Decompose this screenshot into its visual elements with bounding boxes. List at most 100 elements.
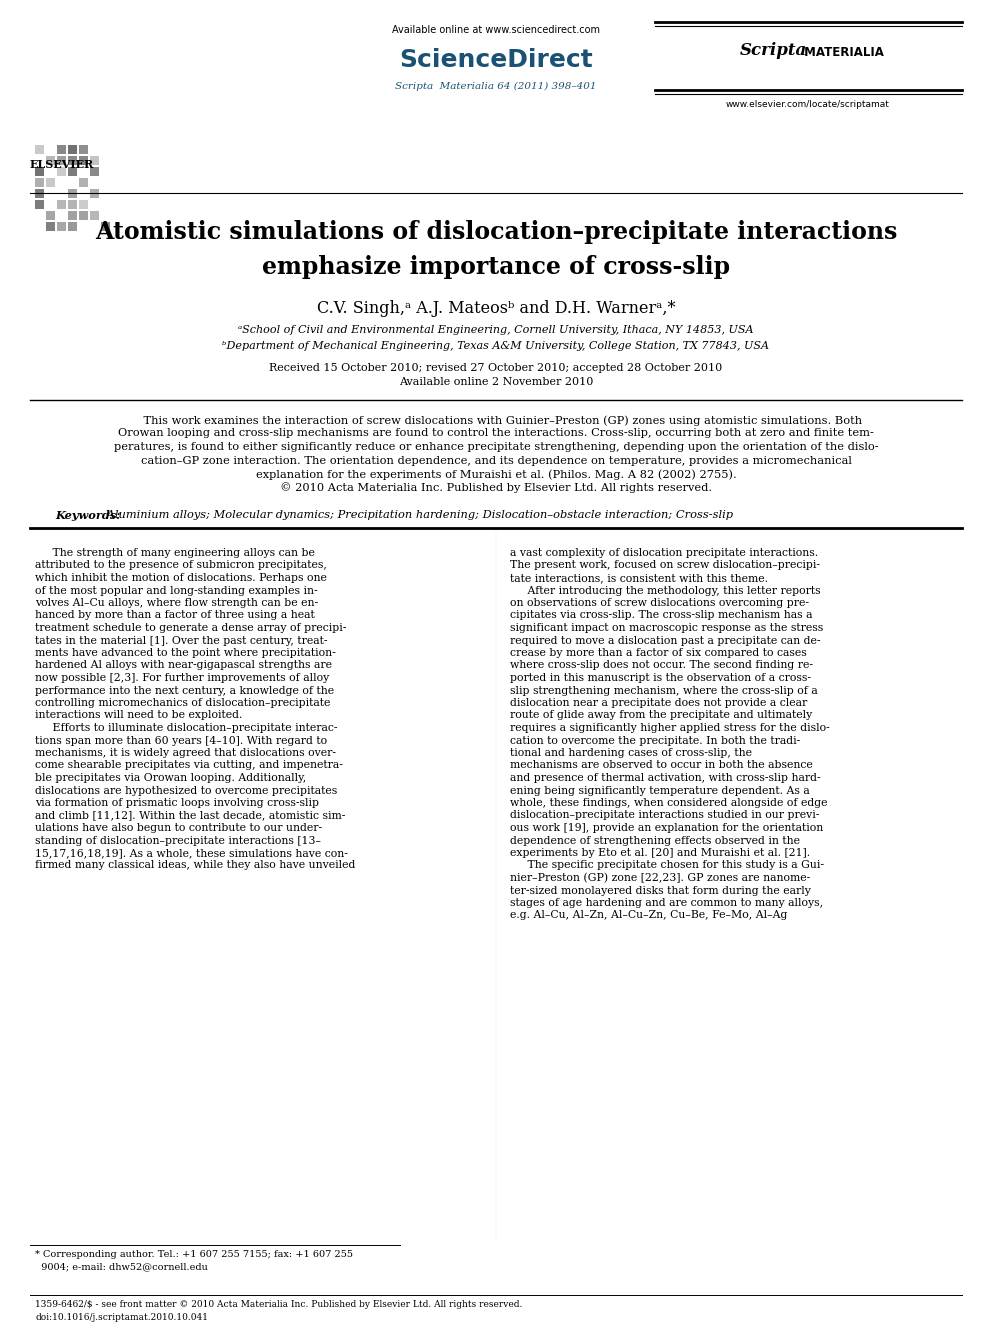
Text: nier–Preston (GP) zone [22,23]. GP zones are nanome-: nier–Preston (GP) zone [22,23]. GP zones… bbox=[510, 873, 810, 884]
Text: firmed many classical ideas, while they also have unveiled: firmed many classical ideas, while they … bbox=[35, 860, 355, 871]
Text: volves Al–Cu alloys, where flow strength can be en-: volves Al–Cu alloys, where flow strength… bbox=[35, 598, 318, 609]
Text: Orowan looping and cross-slip mechanisms are found to control the interactions. : Orowan looping and cross-slip mechanisms… bbox=[118, 429, 874, 438]
Text: ments have advanced to the point where precipitation-: ments have advanced to the point where p… bbox=[35, 648, 335, 658]
Text: required to move a dislocation past a precipitate can de-: required to move a dislocation past a pr… bbox=[510, 635, 820, 646]
Text: The specific precipitate chosen for this study is a Gui-: The specific precipitate chosen for this… bbox=[510, 860, 824, 871]
Text: whole, these findings, when considered alongside of edge: whole, these findings, when considered a… bbox=[510, 798, 827, 808]
Text: 15,17,16,18,19]. As a whole, these simulations have con-: 15,17,16,18,19]. As a whole, these simul… bbox=[35, 848, 348, 859]
Text: where cross-slip does not occur. The second finding re-: where cross-slip does not occur. The sec… bbox=[510, 660, 813, 671]
Bar bbox=[68, 167, 77, 176]
Text: ported in this manuscript is the observation of a cross-: ported in this manuscript is the observa… bbox=[510, 673, 811, 683]
Text: Keywords:: Keywords: bbox=[55, 509, 120, 521]
Text: Available online at www.sciencedirect.com: Available online at www.sciencedirect.co… bbox=[392, 25, 600, 34]
Text: and presence of thermal activation, with cross-slip hard-: and presence of thermal activation, with… bbox=[510, 773, 820, 783]
Text: ter-sized monolayered disks that form during the early: ter-sized monolayered disks that form du… bbox=[510, 885, 810, 896]
Bar bbox=[90, 167, 99, 176]
Text: ᵇDepartment of Mechanical Engineering, Texas A&M University, College Station, TX: ᵇDepartment of Mechanical Engineering, T… bbox=[222, 341, 770, 351]
Bar bbox=[68, 200, 77, 209]
Bar bbox=[90, 156, 99, 165]
Text: dislocation near a precipitate does not provide a clear: dislocation near a precipitate does not … bbox=[510, 699, 807, 708]
Text: ulations have also begun to contribute to our under-: ulations have also begun to contribute t… bbox=[35, 823, 322, 833]
Text: tate interactions, is consistent with this theme.: tate interactions, is consistent with th… bbox=[510, 573, 768, 583]
Text: Atomistic simulations of dislocation–precipitate interactions: Atomistic simulations of dislocation–pre… bbox=[95, 220, 897, 243]
Text: of the most popular and long-standing examples in-: of the most popular and long-standing ex… bbox=[35, 586, 317, 595]
Bar bbox=[90, 210, 99, 220]
Text: tional and hardening cases of cross-slip, the: tional and hardening cases of cross-slip… bbox=[510, 747, 752, 758]
Text: Scripta  Materialia 64 (2011) 398–401: Scripta Materialia 64 (2011) 398–401 bbox=[395, 82, 597, 91]
Text: ScienceDirect: ScienceDirect bbox=[399, 48, 593, 71]
Text: ous work [19], provide an explanation for the orientation: ous work [19], provide an explanation fo… bbox=[510, 823, 823, 833]
Text: tates in the material [1]. Over the past century, treat-: tates in the material [1]. Over the past… bbox=[35, 635, 327, 646]
Text: C.V. Singh,ᵃ A.J. Mateosᵇ and D.H. Warnerᵃ,*: C.V. Singh,ᵃ A.J. Mateosᵇ and D.H. Warne… bbox=[316, 300, 676, 318]
Text: on observations of screw dislocations overcoming pre-: on observations of screw dislocations ov… bbox=[510, 598, 809, 609]
Text: standing of dislocation–precipitate interactions [13–: standing of dislocation–precipitate inte… bbox=[35, 836, 321, 845]
Bar bbox=[79, 210, 88, 220]
Text: dislocation–precipitate interactions studied in our previ-: dislocation–precipitate interactions stu… bbox=[510, 811, 819, 820]
Bar bbox=[57, 167, 66, 176]
Text: Available online 2 November 2010: Available online 2 November 2010 bbox=[399, 377, 593, 388]
Text: mechanisms are observed to occur in both the absence: mechanisms are observed to occur in both… bbox=[510, 761, 812, 770]
Bar bbox=[79, 200, 88, 209]
Text: requires a significantly higher applied stress for the dislo-: requires a significantly higher applied … bbox=[510, 722, 829, 733]
Text: dislocations are hypothesized to overcome precipitates: dislocations are hypothesized to overcom… bbox=[35, 786, 337, 795]
Bar bbox=[46, 222, 55, 232]
Text: via formation of prismatic loops involving cross-slip: via formation of prismatic loops involvi… bbox=[35, 798, 319, 808]
Text: and climb [11,12]. Within the last decade, atomistic sim-: and climb [11,12]. Within the last decad… bbox=[35, 811, 345, 820]
Text: This work examines the interaction of screw dislocations with Guinier–Preston (G: This work examines the interaction of sc… bbox=[129, 415, 863, 426]
Text: now possible [2,3]. For further improvements of alloy: now possible [2,3]. For further improvem… bbox=[35, 673, 329, 683]
Bar bbox=[68, 189, 77, 198]
Text: Aluminium alloys; Molecular dynamics; Precipitation hardening; Dislocation–obsta: Aluminium alloys; Molecular dynamics; Pr… bbox=[103, 509, 733, 520]
Bar bbox=[68, 156, 77, 165]
Text: attributed to the presence of submicron precipitates,: attributed to the presence of submicron … bbox=[35, 561, 327, 570]
Text: e.g. Al–Cu, Al–Zn, Al–Cu–Zn, Cu–Be, Fe–Mo, Al–Ag: e.g. Al–Cu, Al–Zn, Al–Cu–Zn, Cu–Be, Fe–M… bbox=[510, 910, 788, 921]
Text: MATERIALIA: MATERIALIA bbox=[800, 46, 884, 60]
Text: tions span more than 60 years [4–10]. With regard to: tions span more than 60 years [4–10]. Wi… bbox=[35, 736, 327, 745]
Text: performance into the next century, a knowledge of the: performance into the next century, a kno… bbox=[35, 685, 334, 696]
Text: come shearable precipitates via cutting, and impenetra-: come shearable precipitates via cutting,… bbox=[35, 761, 343, 770]
Bar bbox=[57, 222, 66, 232]
Text: hardened Al alloys with near-gigapascal strengths are: hardened Al alloys with near-gigapascal … bbox=[35, 660, 332, 671]
Bar bbox=[57, 156, 66, 165]
Text: treatment schedule to generate a dense array of precipi-: treatment schedule to generate a dense a… bbox=[35, 623, 346, 632]
Text: emphasize importance of cross-slip: emphasize importance of cross-slip bbox=[262, 255, 730, 279]
Text: hanced by more than a factor of three using a heat: hanced by more than a factor of three us… bbox=[35, 610, 314, 620]
Text: * Corresponding author. Tel.: +1 607 255 7155; fax: +1 607 255
  9004; e-mail: d: * Corresponding author. Tel.: +1 607 255… bbox=[35, 1250, 353, 1271]
Bar bbox=[79, 179, 88, 187]
Text: stages of age hardening and are common to many alloys,: stages of age hardening and are common t… bbox=[510, 898, 823, 908]
Text: © 2010 Acta Materialia Inc. Published by Elsevier Ltd. All rights reserved.: © 2010 Acta Materialia Inc. Published by… bbox=[280, 483, 712, 493]
Bar bbox=[79, 156, 88, 165]
Bar bbox=[35, 189, 44, 198]
Text: peratures, is found to either significantly reduce or enhance precipitate streng: peratures, is found to either significan… bbox=[114, 442, 878, 452]
Bar bbox=[35, 179, 44, 187]
Text: ELSEVIER: ELSEVIER bbox=[30, 159, 94, 169]
Bar bbox=[35, 167, 44, 176]
Text: 1359-6462/$ - see front matter © 2010 Acta Materialia Inc. Published by Elsevier: 1359-6462/$ - see front matter © 2010 Ac… bbox=[35, 1301, 523, 1308]
Text: slip strengthening mechanism, where the cross-slip of a: slip strengthening mechanism, where the … bbox=[510, 685, 817, 696]
Text: controlling micromechanics of dislocation–precipitate: controlling micromechanics of dislocatio… bbox=[35, 699, 330, 708]
Text: experiments by Eto et al. [20] and Muraishi et al. [21].: experiments by Eto et al. [20] and Murai… bbox=[510, 848, 810, 859]
Bar bbox=[68, 146, 77, 153]
Text: explanation for the experiments of Muraishi et al. (Philos. Mag. A 82 (2002) 275: explanation for the experiments of Murai… bbox=[256, 468, 736, 479]
Text: ening being significantly temperature dependent. As a: ening being significantly temperature de… bbox=[510, 786, 809, 795]
Text: route of glide away from the precipitate and ultimately: route of glide away from the precipitate… bbox=[510, 710, 812, 721]
Bar bbox=[35, 200, 44, 209]
Bar bbox=[101, 222, 110, 232]
Bar bbox=[79, 146, 88, 153]
Bar bbox=[90, 189, 99, 198]
Text: Scripta: Scripta bbox=[740, 42, 807, 60]
Text: dependence of strengthening effects observed in the: dependence of strengthening effects obse… bbox=[510, 836, 800, 845]
Text: which inhibit the motion of dislocations. Perhaps one: which inhibit the motion of dislocations… bbox=[35, 573, 327, 583]
Bar bbox=[68, 210, 77, 220]
Text: cation–GP zone interaction. The orientation dependence, and its dependence on te: cation–GP zone interaction. The orientat… bbox=[141, 455, 851, 466]
Text: crease by more than a factor of six compared to cases: crease by more than a factor of six comp… bbox=[510, 648, 806, 658]
Bar bbox=[46, 156, 55, 165]
Text: ᵃSchool of Civil and Environmental Engineering, Cornell University, Ithaca, NY 1: ᵃSchool of Civil and Environmental Engin… bbox=[238, 325, 754, 335]
Text: doi:10.1016/j.scriptamat.2010.10.041: doi:10.1016/j.scriptamat.2010.10.041 bbox=[35, 1312, 208, 1322]
Text: ble precipitates via Orowan looping. Additionally,: ble precipitates via Orowan looping. Add… bbox=[35, 773, 307, 783]
Bar bbox=[46, 210, 55, 220]
Bar bbox=[35, 146, 44, 153]
Text: Efforts to illuminate dislocation–precipitate interac-: Efforts to illuminate dislocation–precip… bbox=[35, 722, 337, 733]
Text: interactions will need to be exploited.: interactions will need to be exploited. bbox=[35, 710, 242, 721]
Text: cation to overcome the precipitate. In both the tradi-: cation to overcome the precipitate. In b… bbox=[510, 736, 801, 745]
Text: mechanisms, it is widely agreed that dislocations over-: mechanisms, it is widely agreed that dis… bbox=[35, 747, 336, 758]
